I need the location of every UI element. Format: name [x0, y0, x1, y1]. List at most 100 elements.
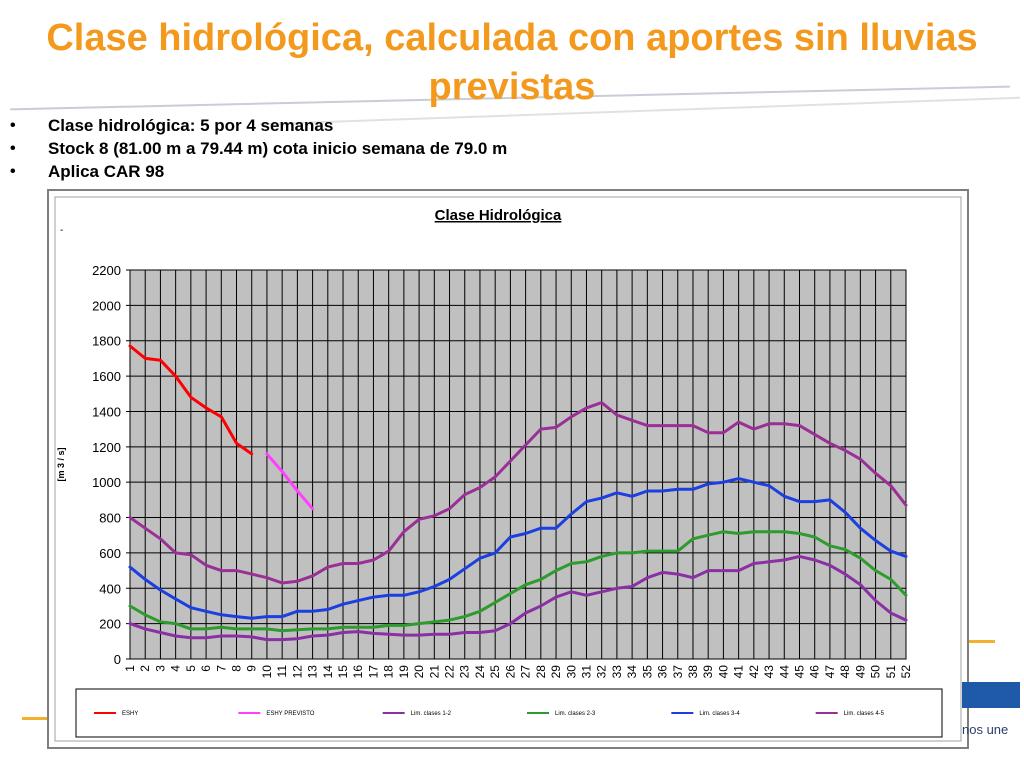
x-tick-label: 38	[686, 665, 700, 679]
legend-label: ESHY PREVISTO	[266, 711, 314, 717]
chart-dash-mark: -	[60, 225, 63, 236]
x-tick-label: 48	[838, 665, 852, 679]
x-tick-label: 52	[899, 665, 913, 679]
bullet-text: Clase hidrológica: 5 por 4 semanas	[48, 116, 334, 135]
x-tick-label: 21	[427, 665, 441, 679]
x-tick-label: 32	[595, 665, 609, 679]
bullet-icon: •	[10, 117, 16, 134]
x-tick-label: 23	[458, 665, 472, 679]
bullet-item: • Aplica CAR 98	[10, 160, 507, 183]
x-tick-label: 6	[199, 665, 213, 672]
y-tick-label: 1200	[92, 440, 121, 455]
decorative-orange-bar-left	[22, 717, 47, 720]
x-tick-label: 35	[640, 665, 654, 679]
x-tick-label: 24	[473, 665, 487, 679]
x-tick-label: 22	[443, 665, 457, 679]
x-tick-label: 12	[290, 665, 304, 679]
x-tick-label: 14	[321, 665, 335, 679]
y-tick-label: 2200	[92, 263, 121, 278]
chart-title: Clase Hidrológica	[435, 207, 562, 224]
y-tick-label: 0	[114, 652, 121, 667]
y-tick-label: 1000	[92, 475, 121, 490]
plot-area	[129, 269, 907, 660]
x-tick-label: 26	[503, 665, 517, 679]
x-tick-label: 46	[808, 665, 822, 679]
series-line	[128, 554, 908, 642]
x-tick-label: 47	[823, 665, 837, 679]
series-line	[265, 452, 315, 511]
chart-container: Clase Hidrológica - 0 200 400 600 800 1000 1200 1…	[47, 189, 969, 749]
x-tick-label: 27	[519, 665, 533, 679]
x-tick-label: 17	[366, 665, 380, 679]
x-tick-label: 15	[336, 665, 350, 679]
legend-label: Lim. clases 2-3	[555, 711, 596, 717]
chart-legend	[75, 688, 943, 738]
legend-label: ESHY	[122, 711, 138, 717]
y-tick-label: 200	[99, 617, 121, 632]
y-tick-label: 1600	[92, 369, 121, 384]
bullet-item: • Stock 8 (81.00 m a 79.44 m) cota inicio…	[10, 137, 507, 160]
y-tick-label: 800	[99, 511, 121, 526]
x-tick-label: 1	[123, 665, 137, 672]
series-eshy-previsto	[265, 452, 315, 511]
slide-title: Clase hidrológica, calculada con aportes…	[46, 17, 978, 108]
y-tick-label: 600	[99, 546, 121, 561]
series-lim-clases-2-3	[128, 530, 908, 633]
legend-label: Lim. clases 1-2	[411, 711, 452, 717]
decorative-orange-bar-right	[965, 640, 995, 643]
x-tick-label: 41	[732, 665, 746, 679]
x-tick-label: 43	[762, 665, 776, 679]
bullet-icon: •	[10, 163, 16, 180]
y-tick-label: 2000	[92, 298, 121, 313]
x-tick-label: 36	[656, 665, 670, 679]
series-line	[128, 477, 908, 620]
x-tick-label: 19	[397, 665, 411, 679]
x-tick-label: 25	[488, 665, 502, 679]
series-line	[128, 344, 254, 456]
x-tick-label: 16	[351, 665, 365, 679]
x-tick-label: 8	[230, 665, 244, 672]
bullet-item: • Clase hidrológica: 5 por 4 semanas	[10, 114, 507, 137]
y-tick-label: 400	[99, 581, 121, 596]
legend-label: Lim. clases 4-5	[844, 711, 885, 717]
bullet-icon: •	[10, 140, 16, 157]
x-tick-label: 33	[610, 665, 624, 679]
x-tick-label: 40	[716, 665, 730, 679]
x-tick-label: 34	[625, 665, 639, 679]
y-tick-label: 1800	[92, 334, 121, 349]
company-logo	[962, 682, 1020, 708]
x-tick-label: 7	[214, 665, 228, 672]
series-lim-clases-1-2	[128, 554, 908, 642]
x-tick-label: 49	[853, 665, 867, 679]
x-tick-label: 29	[549, 665, 563, 679]
legend-label: Lim. clases 3-4	[699, 711, 740, 717]
x-tick-label: 51	[884, 665, 898, 679]
y-tick-label: 1400	[92, 404, 121, 419]
series-lim-clases-3-4	[128, 477, 908, 620]
x-tick-label: 20	[412, 665, 426, 679]
x-tick-label: 37	[671, 665, 685, 679]
x-tick-label: 4	[169, 665, 183, 672]
x-tick-label: 9	[245, 665, 259, 672]
x-tick-label: 18	[382, 665, 396, 679]
series-lim-clases-4-5	[128, 401, 908, 585]
x-tick-label: 31	[579, 665, 593, 679]
x-tick-label: 3	[153, 665, 167, 672]
hydrology-line-chart: Clase Hidrológica - 0 200 400 600 800 1000 1200 1…	[54, 196, 962, 742]
x-tick-label: 2	[138, 665, 152, 672]
x-tick-label: 30	[564, 665, 578, 679]
bullet-text: Stock 8 (81.00 m a 79.44 m) cota inicio …	[48, 139, 508, 158]
series-line	[128, 401, 908, 585]
series-eshy	[128, 344, 254, 456]
y-axis-label: [m 3 / s]	[56, 447, 66, 481]
x-tick-label: 10	[260, 665, 274, 679]
x-tick-label: 11	[275, 665, 289, 678]
x-tick-label: 13	[306, 665, 320, 679]
bullet-list: • Clase hidrológica: 5 por 4 semanas • Sto…	[10, 114, 507, 183]
x-tick-label: 5	[184, 665, 198, 672]
company-logo-text: nos une	[962, 722, 1009, 737]
x-tick-label: 45	[792, 665, 806, 679]
x-tick-label: 28	[534, 665, 548, 679]
series-line	[128, 530, 908, 633]
x-tick-label: 42	[747, 665, 761, 679]
